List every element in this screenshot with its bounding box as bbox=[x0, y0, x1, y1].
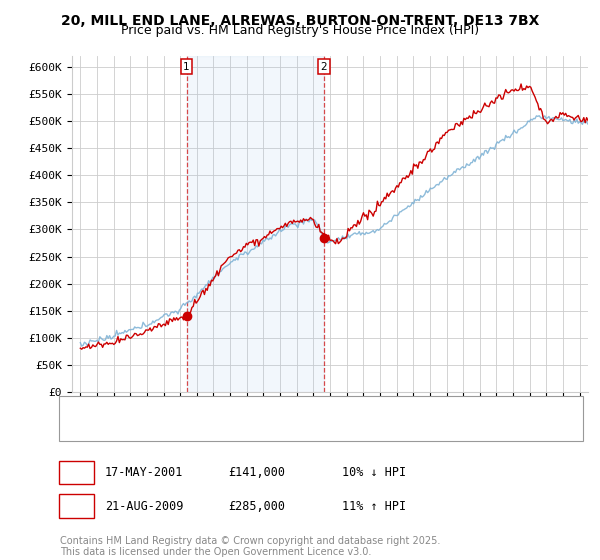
Text: 1: 1 bbox=[183, 62, 190, 72]
Text: HPI: Average price, detached house, Lichfield: HPI: Average price, detached house, Lich… bbox=[111, 422, 415, 432]
Text: 11% ↑ HPI: 11% ↑ HPI bbox=[342, 500, 406, 513]
Bar bbox=[187, 56, 324, 392]
Text: Price paid vs. HM Land Registry's House Price Index (HPI): Price paid vs. HM Land Registry's House … bbox=[121, 24, 479, 36]
Text: Contains HM Land Registry data © Crown copyright and database right 2025.
This d: Contains HM Land Registry data © Crown c… bbox=[60, 535, 440, 557]
Text: 2: 2 bbox=[73, 500, 80, 513]
Text: 17-MAY-2001: 17-MAY-2001 bbox=[105, 466, 184, 479]
Text: ────: ──── bbox=[78, 421, 108, 434]
Text: £141,000: £141,000 bbox=[228, 466, 285, 479]
Text: 2: 2 bbox=[320, 62, 328, 72]
Text: ────: ──── bbox=[78, 402, 108, 415]
Text: 21-AUG-2009: 21-AUG-2009 bbox=[105, 500, 184, 513]
Text: £285,000: £285,000 bbox=[228, 500, 285, 513]
Text: 10% ↓ HPI: 10% ↓ HPI bbox=[342, 466, 406, 479]
Text: 20, MILL END LANE, ALREWAS, BURTON-ON-TRENT, DE13 7BX (detached house): 20, MILL END LANE, ALREWAS, BURTON-ON-TR… bbox=[111, 403, 583, 413]
Text: 20, MILL END LANE, ALREWAS, BURTON-ON-TRENT, DE13 7BX: 20, MILL END LANE, ALREWAS, BURTON-ON-TR… bbox=[61, 14, 539, 28]
Text: 1: 1 bbox=[73, 466, 80, 479]
